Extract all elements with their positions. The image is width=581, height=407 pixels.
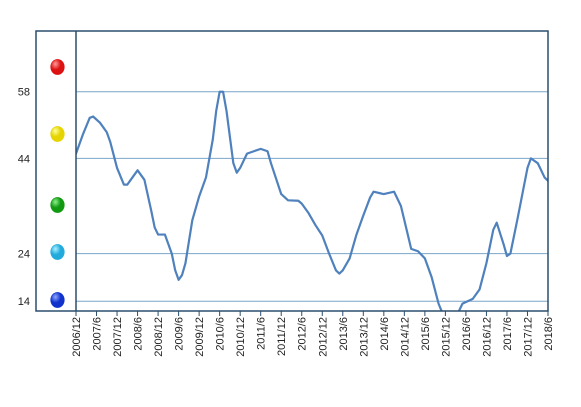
legend-marker [50, 244, 65, 260]
x-tick-label: 2017/12 [522, 317, 534, 357]
legend-marker [50, 126, 65, 142]
y-tick-label: 14 [18, 296, 30, 308]
x-tick-label: 2011/12 [276, 317, 288, 356]
x-tick-label: 2018/6 [543, 317, 555, 351]
x-tick-label: 2015/6 [420, 317, 432, 351]
legend-marker [50, 59, 65, 75]
plot-frame [35, 30, 549, 312]
x-tick-label: 2014/12 [399, 317, 411, 357]
x-tick-label: 2014/6 [379, 317, 391, 351]
x-tick-label: 2017/6 [502, 317, 514, 351]
x-tick-label: 2015/12 [440, 317, 452, 357]
x-tick-label: 2006/12 [71, 317, 83, 357]
x-tick-label: 2009/6 [174, 317, 186, 351]
x-tick-label: 2012/12 [317, 317, 329, 357]
y-tick-label: 44 [18, 153, 30, 165]
x-tick-label: 2008/6 [133, 317, 145, 351]
x-tick-label: 2013/12 [358, 317, 370, 357]
x-tick-label: 2016/12 [481, 317, 493, 357]
x-tick-label: 2010/6 [215, 317, 227, 351]
y-tick-label: 24 [18, 249, 30, 261]
x-tick-label: 2012/6 [297, 317, 309, 351]
x-tick-label: 2011/6 [256, 317, 268, 350]
legend-marker [50, 292, 65, 308]
x-tick-label: 2009/12 [194, 317, 206, 357]
series-line [76, 90, 548, 311]
x-tick-label: 2007/12 [112, 317, 124, 357]
x-tick-label: 2008/12 [153, 317, 165, 357]
x-tick-label: 2016/6 [461, 317, 473, 351]
x-tick-label: 2013/6 [338, 317, 350, 351]
legend-marker [50, 197, 65, 213]
x-tick-label: 2010/12 [235, 317, 247, 357]
x-tick-label: 2007/6 [92, 317, 104, 351]
y-tick-label: 58 [18, 87, 30, 99]
